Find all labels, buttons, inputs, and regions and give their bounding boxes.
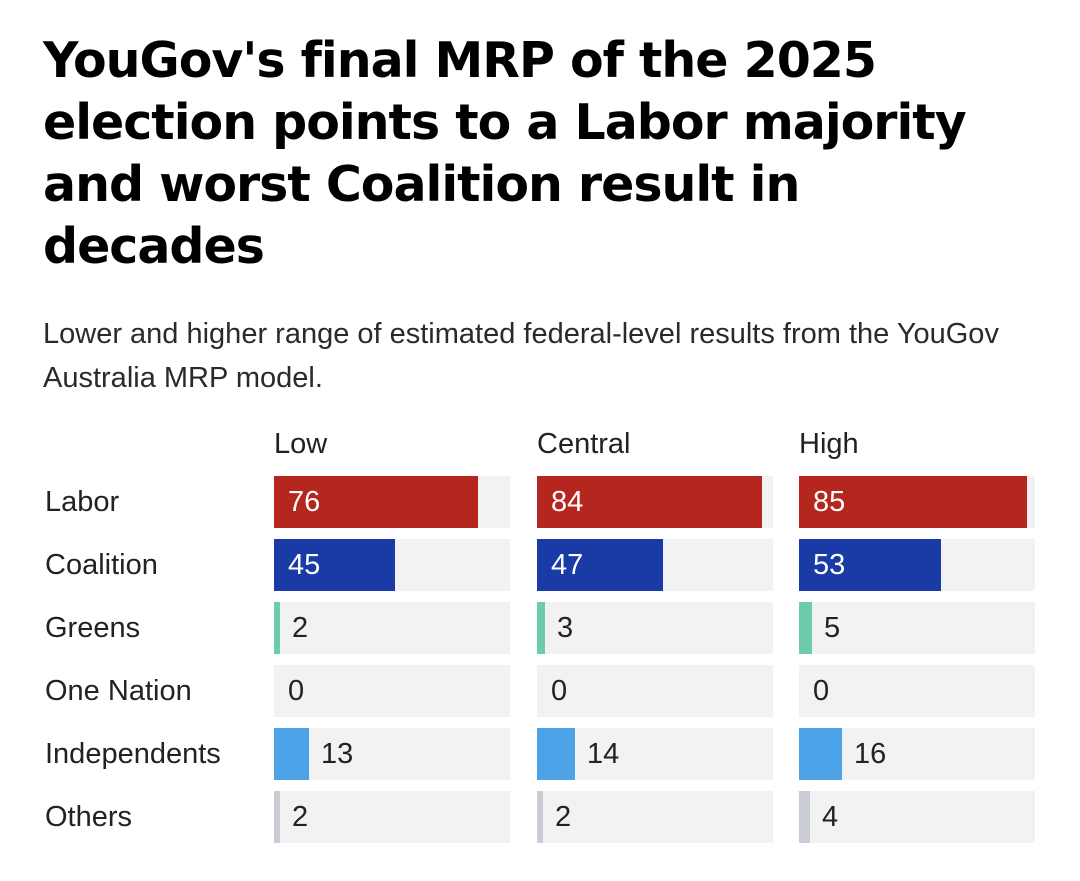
bar-track-low-one-nation: 0	[274, 665, 510, 717]
bar-high-others	[799, 791, 810, 843]
bar-track-central-coalition: 47	[537, 539, 773, 591]
bar-track-central-others: 2	[537, 791, 773, 843]
value-label-central-one-nation: 0	[551, 675, 568, 707]
value-label-central-greens: 3	[557, 612, 574, 644]
value-label-central-labor: 84	[551, 486, 584, 518]
value-label-low-greens: 2	[292, 612, 309, 644]
value-label-low-one-nation: 0	[288, 675, 305, 707]
bar-high-coalition	[799, 539, 941, 591]
bar-track-high-independents: 16	[799, 728, 1035, 780]
bar-track-central-one-nation: 0	[537, 665, 773, 717]
bar-track-high-coalition: 53	[799, 539, 1035, 591]
bar-central-labor	[537, 476, 762, 528]
row-label-labor: Labor	[45, 486, 120, 518]
bar-low-coalition	[274, 539, 395, 591]
bar-central-greens	[537, 602, 545, 654]
bar-track-low-independents: 13	[274, 728, 510, 780]
bar-track-central-labor: 84	[537, 476, 773, 528]
column-header-low: Low	[274, 428, 328, 460]
value-label-central-coalition: 47	[551, 549, 584, 581]
bar-track-low-labor: 76	[274, 476, 510, 528]
value-label-high-others: 4	[822, 801, 839, 833]
value-label-low-coalition: 45	[288, 549, 321, 581]
bar-low-independents	[274, 728, 309, 780]
bar-track-central-independents: 14	[537, 728, 773, 780]
bar-central-others	[537, 791, 543, 843]
bar-track-high-one-nation: 0	[799, 665, 1035, 717]
bar-high-labor	[799, 476, 1027, 528]
value-label-central-others: 2	[555, 801, 572, 833]
bar-track-low-greens: 2	[274, 602, 510, 654]
row-label-others: Others	[45, 801, 133, 833]
row-label-independents: Independents	[45, 738, 221, 770]
row-label-one-nation: One Nation	[45, 675, 192, 707]
bar-track-low-coalition: 45	[274, 539, 510, 591]
value-label-low-others: 2	[292, 801, 309, 833]
bar-track-high-others: 4	[799, 791, 1035, 843]
chart-subtitle: Lower and higher range of estimated fede…	[43, 318, 999, 394]
value-label-high-coalition: 53	[813, 549, 846, 581]
bar-track-high-labor: 85	[799, 476, 1035, 528]
chart-title: YouGov's final MRP of the 2025 election …	[43, 32, 967, 275]
bar-high-independents	[799, 728, 842, 780]
column-header-central: Central	[537, 428, 631, 460]
bar-central-independents	[537, 728, 575, 780]
bar-high-greens	[799, 602, 812, 654]
bar-track-high-greens: 5	[799, 602, 1035, 654]
bar-low-labor	[274, 476, 478, 528]
bar-low-greens	[274, 602, 280, 654]
value-label-high-one-nation: 0	[813, 675, 830, 707]
bar-track-central-greens: 3	[537, 602, 773, 654]
value-label-central-independents: 14	[587, 738, 620, 770]
bar-central-coalition	[537, 539, 663, 591]
bar-low-others	[274, 791, 280, 843]
value-label-high-independents: 16	[854, 738, 887, 770]
value-label-high-greens: 5	[824, 612, 841, 644]
value-label-high-labor: 85	[813, 486, 846, 518]
value-label-low-labor: 76	[288, 486, 321, 518]
row-label-coalition: Coalition	[45, 549, 158, 581]
value-label-low-independents: 13	[321, 738, 354, 770]
column-header-high: High	[799, 428, 859, 460]
row-label-greens: Greens	[45, 612, 141, 644]
bar-track-low-others: 2	[274, 791, 510, 843]
